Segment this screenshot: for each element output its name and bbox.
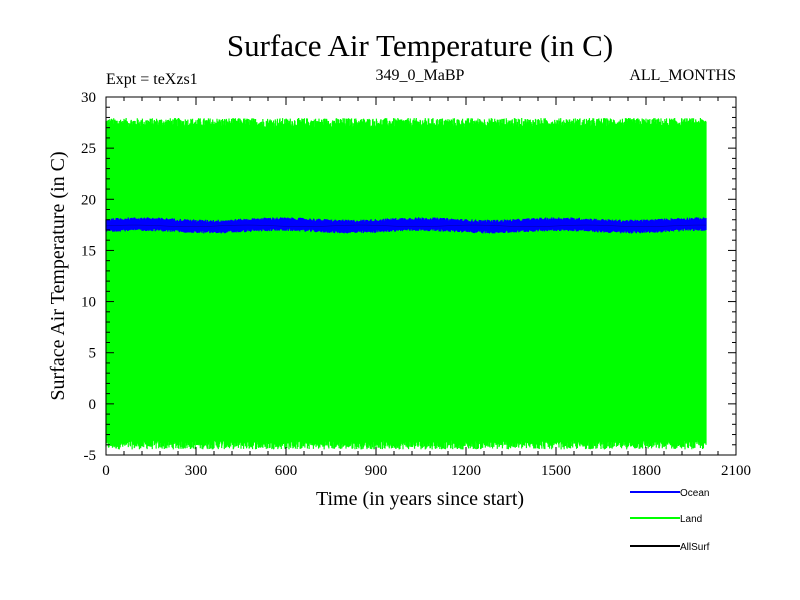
y-axis-label: Surface Air Temperature (in C) xyxy=(47,151,69,400)
subtitle-center: 349_0_MaBP xyxy=(376,67,465,84)
series-land-line xyxy=(105,117,707,450)
x-tick-label: 1200 xyxy=(451,463,481,479)
y-tick-label: 25 xyxy=(81,141,96,157)
legend-label-allsurf: AllSurf xyxy=(680,542,710,553)
y-tick-label: 20 xyxy=(81,192,96,208)
y-tick-label: 10 xyxy=(81,295,96,311)
subtitle-left: Expt = teXzs1 xyxy=(106,71,198,88)
y-tick-label: 5 xyxy=(89,346,97,362)
x-tick-label: 900 xyxy=(365,463,388,479)
y-axis: -5 0 5 10 15 20 25 30 xyxy=(81,90,736,464)
x-tick-label: 600 xyxy=(275,463,298,479)
plot-frame xyxy=(105,96,737,456)
x-tick-label: 300 xyxy=(185,463,208,479)
legend: Ocean Land AllSurf xyxy=(630,488,710,553)
x-axis-label: Time (in years since start) xyxy=(316,488,524,510)
plot-area xyxy=(105,117,707,450)
y-tick-label: 30 xyxy=(81,90,96,106)
subtitle-right: ALL_MONTHS xyxy=(629,67,736,84)
legend-label-ocean: Ocean xyxy=(680,488,709,499)
series-ocean-line xyxy=(105,217,707,234)
y-tick-label: 15 xyxy=(81,243,96,259)
x-tick-label: 1500 xyxy=(541,463,571,479)
x-tick-label: 2100 xyxy=(721,463,751,479)
x-tick-label: 1800 xyxy=(631,463,661,479)
legend-label-land: Land xyxy=(680,514,702,525)
x-tick-label: 0 xyxy=(102,463,110,479)
x-axis: 0 300 600 900 1200 1500 1800 2100 xyxy=(102,97,751,479)
y-tick-label: 0 xyxy=(89,397,97,413)
series-allsurf-line xyxy=(105,224,707,227)
y-tick-label: -5 xyxy=(84,448,97,464)
chart-title: Surface Air Temperature (in C) xyxy=(227,28,613,63)
